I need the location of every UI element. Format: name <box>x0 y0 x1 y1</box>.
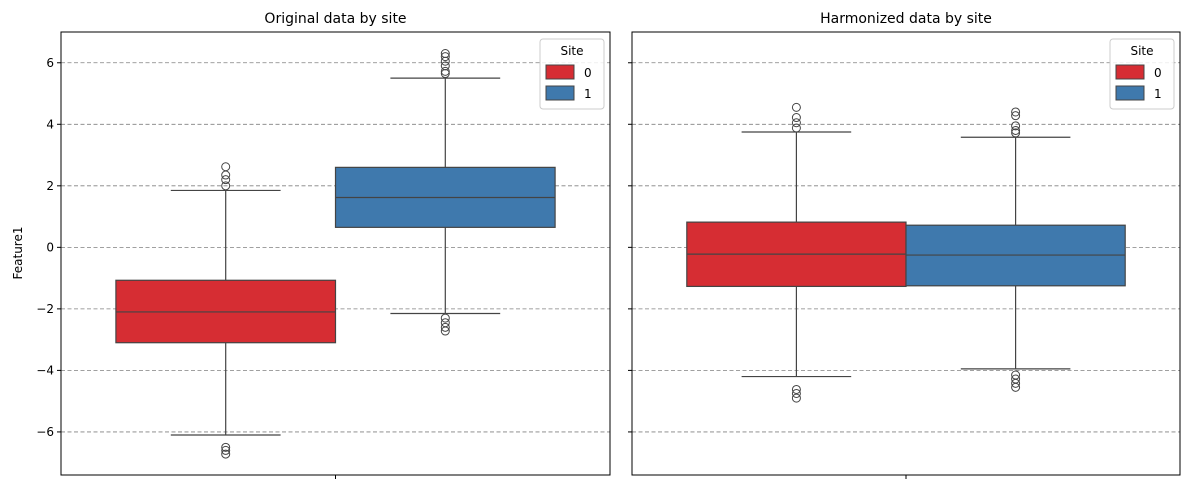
outlier-point <box>440 66 450 76</box>
y-tick-label: −4 <box>36 363 54 377</box>
outlier-point <box>221 162 231 172</box>
outlier-point <box>221 175 231 185</box>
outlier-point <box>791 393 801 403</box>
outlier-point <box>221 442 231 452</box>
panel-title: Original data by site <box>264 11 406 27</box>
outlier-point <box>440 52 450 62</box>
outlier-point <box>440 322 450 332</box>
panel-title: Harmonized data by site <box>820 11 992 27</box>
outlier-point <box>1011 125 1021 135</box>
legend-label: 0 <box>1154 66 1162 80</box>
outlier-point <box>1011 121 1021 131</box>
legend-label: 1 <box>1154 87 1162 101</box>
outlier-point <box>221 170 231 180</box>
outlier-point <box>440 49 450 59</box>
outlier-point <box>791 388 801 398</box>
y-tick-label: 2 <box>46 179 54 193</box>
y-tick-label: 4 <box>46 117 54 131</box>
axes-frame <box>60 31 611 476</box>
outlier-point <box>440 326 450 336</box>
outlier-point <box>440 56 450 66</box>
box-site-1 <box>905 107 1126 392</box>
y-axis-label: Feature1 <box>11 227 25 280</box>
y-tick-label: −2 <box>36 302 54 316</box>
y-tick-label: 0 <box>46 240 54 254</box>
y-tick-label: 6 <box>46 56 54 70</box>
legend-title: Site <box>560 44 583 58</box>
outlier-point <box>440 313 450 323</box>
legend-swatch-site-1 <box>1115 85 1145 101</box>
legend-swatch-site-1 <box>545 85 575 101</box>
y-tick-label: −6 <box>36 425 54 439</box>
outlier-point <box>440 61 450 71</box>
outlier-point <box>791 113 801 123</box>
outlier-point <box>440 318 450 328</box>
box-site-0 <box>115 162 337 459</box>
legend-title: Site <box>1130 44 1153 58</box>
outlier-point <box>791 384 801 394</box>
outlier-point <box>1011 107 1021 117</box>
legend-label: 0 <box>584 66 592 80</box>
outlier-point <box>1011 382 1021 392</box>
outlier-point <box>791 102 801 112</box>
legend-label: 1 <box>584 87 592 101</box>
outlier-point <box>1011 378 1021 388</box>
box-site-0 <box>686 102 907 403</box>
outlier-point <box>221 445 231 455</box>
box-site-1 <box>334 49 556 336</box>
outlier-point <box>221 181 231 191</box>
outlier-point <box>1011 111 1021 121</box>
legend-swatch-site-0 <box>1115 64 1145 80</box>
outlier-point <box>221 449 231 459</box>
outlier-point <box>791 123 801 133</box>
outlier-point <box>791 118 801 128</box>
outlier-point <box>1011 128 1021 138</box>
legend-swatch-site-0 <box>545 64 575 80</box>
